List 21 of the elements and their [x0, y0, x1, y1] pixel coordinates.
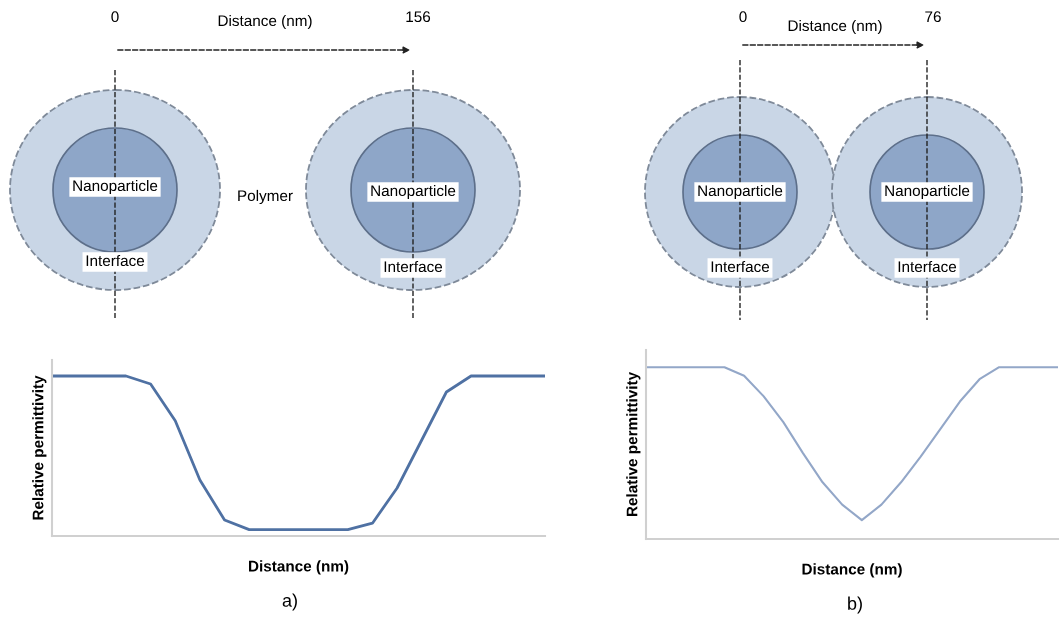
- text: 76: [925, 11, 941, 23]
- text: Distance (nm): [218, 14, 312, 30]
- text: Polymer: [238, 189, 293, 205]
- text: Interface: [711, 260, 770, 273]
- text: Interface: [86, 254, 145, 267]
- text: Distance (nm): [788, 19, 882, 35]
- text: Nanoparticle: [885, 184, 970, 200]
- text: Interface: [898, 260, 957, 273]
- text: 156: [406, 11, 431, 23]
- text: Nanoparticle: [371, 184, 456, 200]
- text: Nanoparticle: [73, 179, 158, 195]
- text: Nanoparticle: [698, 184, 783, 200]
- y-axis-title: Relative permittivity: [32, 375, 47, 520]
- x-axis-title: Distance (nm): [802, 563, 902, 578]
- text: 0: [111, 11, 119, 23]
- y-axis-title: Relative permittivity: [626, 371, 641, 517]
- text: b): [848, 596, 862, 614]
- text: a): [282, 593, 297, 611]
- x-axis-title: Distance (nm): [249, 560, 349, 575]
- text: 0: [739, 11, 747, 23]
- text: Interface: [384, 260, 443, 273]
